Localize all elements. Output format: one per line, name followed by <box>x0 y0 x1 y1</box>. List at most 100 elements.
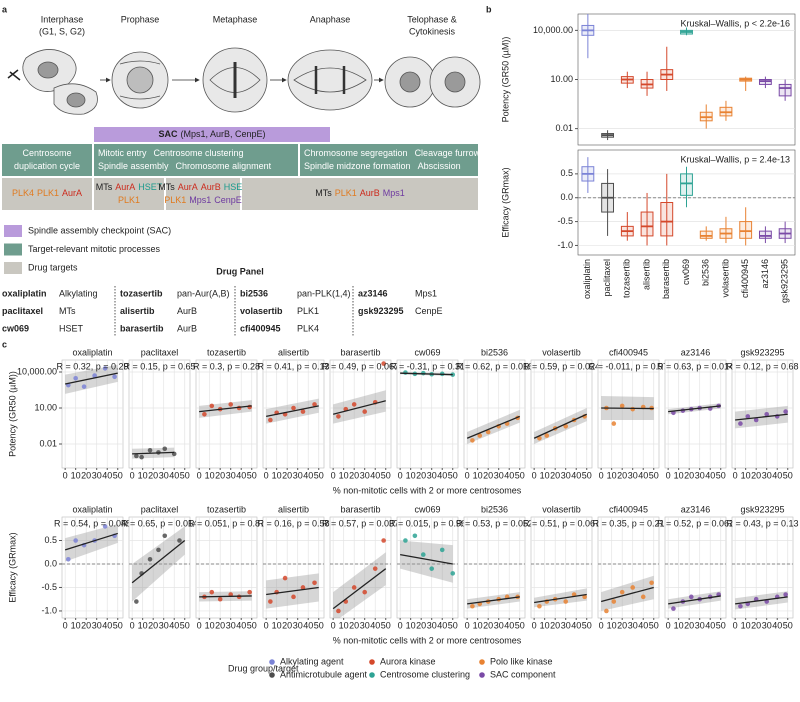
x-tick-label: 0 <box>398 620 403 630</box>
point <box>611 599 617 604</box>
annotation: R = 0.57, p = 0.037 <box>322 518 399 528</box>
x-tick-label: 20 <box>550 620 560 630</box>
point <box>312 402 317 407</box>
drug-name: az3146 <box>358 288 388 298</box>
point <box>268 599 273 604</box>
plot-panel <box>396 359 459 469</box>
plot-panel <box>530 359 593 469</box>
point <box>745 414 751 419</box>
panel-label: a <box>2 4 8 14</box>
x-tick-label: 20 <box>148 620 158 630</box>
annotation: R = 0.015, p = 0.96 <box>389 518 466 528</box>
x-tick-label: 0 <box>599 620 604 630</box>
point <box>783 592 788 597</box>
x-tick-label: 10 <box>674 470 684 480</box>
point <box>73 375 78 381</box>
x-tick-label: 30 <box>427 470 437 480</box>
x-tick-label: 0 <box>130 470 135 480</box>
x-tick-label: 0 <box>599 470 604 480</box>
facet-title: cfi400945 <box>609 347 648 357</box>
phase-label: Metaphase <box>213 14 258 24</box>
x-tick-label: 0 <box>733 620 738 630</box>
process-label: Spindle midzone formation <box>304 161 411 171</box>
plot-panel <box>61 516 124 619</box>
legend-label: Polo like kinase <box>490 656 553 666</box>
x-tick-label: 30 <box>628 620 638 630</box>
y-tick-label: 10.00 <box>550 74 573 84</box>
point <box>102 524 108 529</box>
x-tick-label: paclitaxel <box>602 259 612 297</box>
plot-panel <box>262 359 325 469</box>
target-label: Mps1 <box>189 195 211 205</box>
x-tick-label: 10 <box>406 620 416 630</box>
process-label: Chromosome segregation <box>304 148 408 158</box>
drug-panel-title: Drug Panel <box>216 266 264 276</box>
point <box>611 421 617 426</box>
x-tick-label: 30 <box>92 470 102 480</box>
x-tick-label: 0 <box>733 470 738 480</box>
x-tick-label: 30 <box>159 470 169 480</box>
centrosome-icon <box>7 69 21 81</box>
annotation: R = 0.32, p = 0.29 <box>56 361 128 371</box>
plot-panel <box>664 359 727 469</box>
process-row: Spindle midzone formation Abscission <box>304 161 461 171</box>
facet-title: alisertib <box>278 347 309 357</box>
facet-title: gsk923295 <box>740 347 784 357</box>
point <box>783 409 788 414</box>
point <box>217 596 223 602</box>
x-tick-label: 50 <box>515 470 525 480</box>
fit-line <box>534 593 587 604</box>
plot-panel <box>262 516 325 619</box>
annotation: R = 0.52, p = 0.062 <box>657 518 734 528</box>
point <box>236 594 242 600</box>
point <box>362 409 368 414</box>
target-row: PLK4 PLK1 AurA <box>12 188 82 198</box>
facet-title: cw069 <box>414 347 440 357</box>
x-tick-label: 20 <box>684 470 694 480</box>
x-tick-label: 40 <box>370 470 380 480</box>
point <box>300 585 306 590</box>
x-tick-label: 30 <box>695 620 705 630</box>
target-label: MTs <box>158 182 175 192</box>
x-tick-label: 30 <box>293 620 303 630</box>
point <box>563 423 569 429</box>
fit-line <box>668 595 721 605</box>
point <box>209 589 215 595</box>
x-tick-label: 20 <box>483 470 493 480</box>
x-tick-label: 50 <box>783 620 793 630</box>
y-axis-label: Potency (GR50 (µM)) <box>7 371 17 457</box>
y-tick-label: 0.01 <box>39 438 57 448</box>
x-tick-label: 10 <box>473 620 483 630</box>
fit-line <box>199 405 252 413</box>
x-tick-label: 50 <box>113 470 123 480</box>
fit-line <box>65 372 118 385</box>
y-tick-label: 10,000.00 <box>17 366 57 376</box>
drug-name: barasertib <box>120 323 164 333</box>
target-row: MTs AurA HSET <box>96 182 163 192</box>
x-tick-label: bi2536 <box>701 259 711 286</box>
target-label: PLK1 <box>164 195 186 205</box>
nucleus <box>126 66 154 94</box>
plot-panel <box>463 516 526 619</box>
point <box>312 580 317 586</box>
legend-swatch <box>4 262 22 274</box>
fit-line <box>332 400 386 415</box>
x-tick-label: 40 <box>705 620 715 630</box>
point <box>362 589 368 595</box>
point <box>92 373 97 378</box>
x-tick-label: barasertib <box>661 259 671 299</box>
target-label: PLK1 <box>118 195 140 205</box>
facet-title: bi2536 <box>481 347 508 357</box>
x-tick-label: 40 <box>370 620 380 630</box>
plot-panel <box>195 516 258 619</box>
y-tick-label: 0.0 <box>44 558 57 568</box>
x-tick-label: 50 <box>515 620 525 630</box>
fit-line <box>735 413 788 421</box>
legend-label: Alkylating agent <box>280 656 344 666</box>
drug-target: PLK4 <box>297 323 319 333</box>
point <box>147 447 153 453</box>
legend-title: Drug group/target <box>228 663 299 673</box>
x-tick-label: 0 <box>130 620 135 630</box>
legend-marker <box>479 672 485 678</box>
x-tick-label: 50 <box>649 470 659 480</box>
